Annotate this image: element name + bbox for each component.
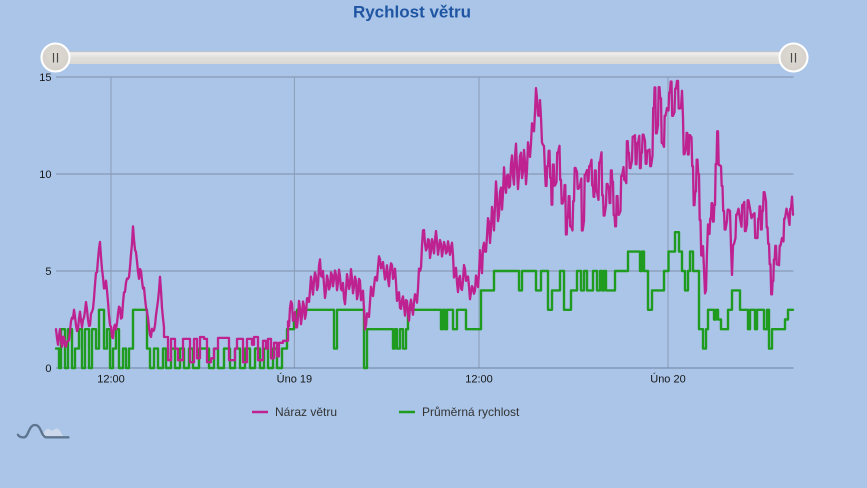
svg-text:Průměrná rychlost: Průměrná rychlost [422, 405, 520, 419]
svg-text:10: 10 [39, 169, 51, 181]
svg-text:12:00: 12:00 [97, 374, 125, 386]
svg-text:Náraz větru: Náraz větru [275, 405, 337, 419]
svg-text:Úno 20: Úno 20 [650, 373, 685, 386]
svg-text:15: 15 [39, 72, 51, 84]
svg-text:0: 0 [45, 363, 51, 375]
svg-text:Úno 19: Úno 19 [277, 373, 312, 386]
svg-text:Rychlost větru: Rychlost větru [353, 3, 471, 22]
svg-text:12:00: 12:00 [465, 374, 493, 386]
svg-text:5: 5 [45, 266, 51, 278]
